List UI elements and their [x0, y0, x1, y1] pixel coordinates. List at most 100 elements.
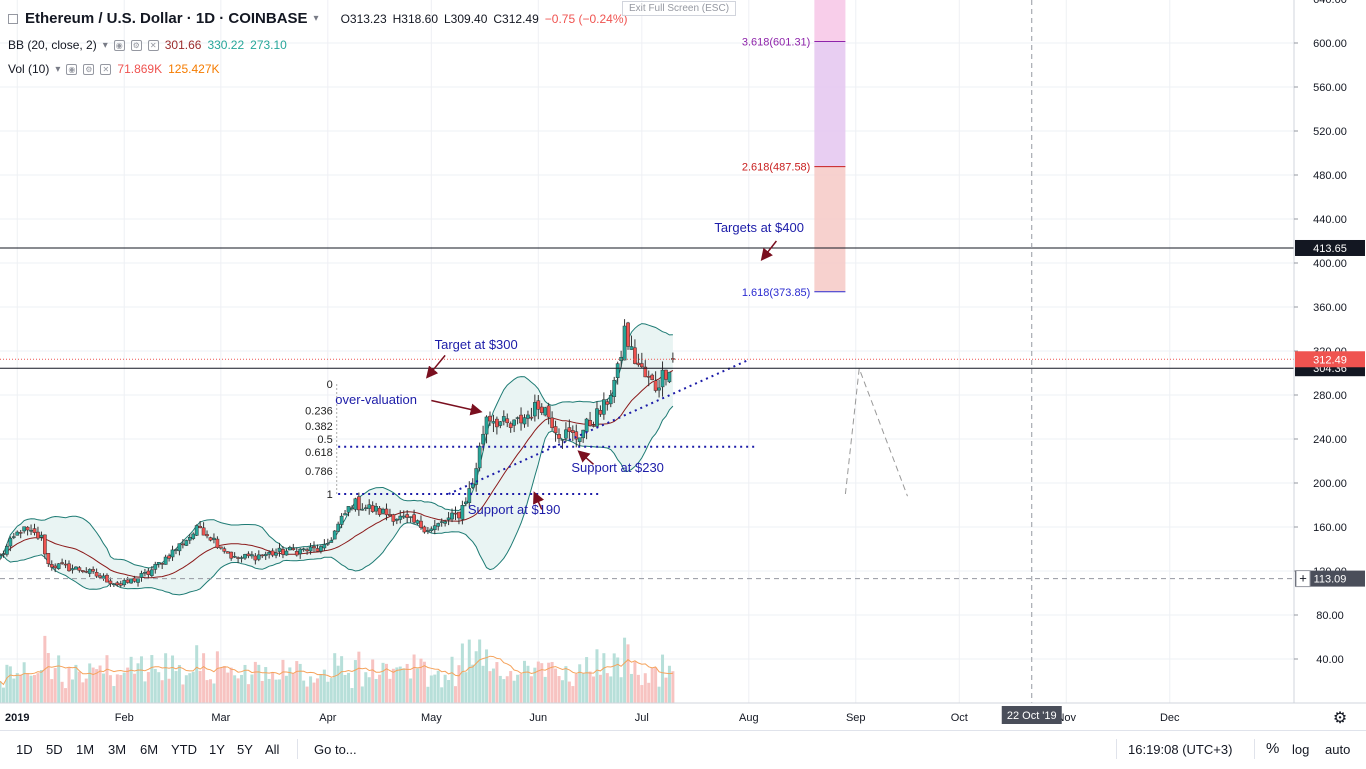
candle-body [367, 504, 372, 509]
candle [570, 425, 575, 442]
volume-bar [139, 656, 143, 703]
candle [84, 567, 89, 574]
volume-bar [529, 676, 533, 703]
timeframe-ytd[interactable]: YTD [171, 742, 197, 757]
goto-button[interactable]: Go to... [314, 742, 357, 757]
candle-body [319, 546, 323, 552]
candle [260, 554, 265, 559]
candle-body [612, 379, 617, 397]
price-axis-label: 560.00 [1313, 82, 1347, 94]
settings-icon[interactable]: ⚙ [83, 63, 95, 75]
collapse-icon[interactable] [8, 13, 18, 24]
chevron-down-icon[interactable]: ▾ [102, 39, 108, 51]
volume-bar [164, 653, 168, 703]
volume-bar [12, 678, 16, 703]
volume-bar [422, 661, 426, 703]
chart-settings-icon[interactable]: ⚙ [1333, 710, 1347, 727]
volume-bar [543, 676, 547, 703]
vol-label[interactable]: Vol (10) [8, 62, 50, 76]
candle [612, 376, 617, 404]
percent-scale-button[interactable]: % [1266, 740, 1280, 757]
clock-display[interactable]: 16:19:08 (UTC+3) [1128, 742, 1233, 757]
eye-icon[interactable]: ◉ [113, 39, 125, 51]
candle [11, 533, 16, 540]
candle-body [422, 526, 427, 533]
fib-extension-zone-middle [814, 41, 846, 167]
candle-body [484, 416, 489, 435]
auto-scale-button[interactable]: auto [1325, 742, 1351, 757]
volume-bar [371, 659, 375, 703]
volume-bar [647, 682, 651, 703]
candle [626, 321, 630, 350]
candle [657, 379, 661, 398]
candle [298, 547, 303, 559]
timeframe-3m[interactable]: 3M [108, 742, 127, 757]
volume-bar [457, 665, 461, 703]
candle-body [595, 408, 599, 427]
price-line-badge-bg [1295, 239, 1365, 256]
timeframe-1y[interactable]: 1Y [209, 742, 225, 757]
volume-bar [229, 667, 233, 703]
candle-body [408, 516, 413, 518]
volume-bar [295, 661, 299, 703]
volume-bar [357, 651, 361, 703]
close-icon[interactable]: ✕ [100, 63, 112, 75]
price-chart[interactable]: 1.618(373.85) 2.618(487.58) 3.618(601.31) 1… [0, 0, 1366, 730]
candle-body [657, 387, 661, 391]
crosshair-price-badge: 113.09 [1314, 574, 1347, 586]
candle-body [63, 563, 68, 566]
timeframe-5d[interactable]: 5D [46, 742, 63, 757]
candle [664, 369, 668, 386]
chevron-down-icon[interactable]: ▾ [55, 63, 61, 75]
candle [301, 547, 306, 552]
volume-bar [329, 678, 333, 703]
candle-body [512, 419, 516, 426]
volume-bar [57, 655, 61, 703]
candle-body [70, 568, 75, 571]
candle [277, 542, 282, 557]
candle-body [301, 548, 306, 551]
time-axis-label: Oct [951, 712, 968, 724]
volume-value: 71.869K [117, 62, 163, 76]
log-scale-button[interactable]: log [1292, 742, 1310, 757]
exit-fullscreen-hint[interactable]: Exit Full Screen (ESC) [622, 1, 737, 16]
candle [232, 552, 237, 558]
candle-body [101, 575, 106, 579]
candle-body [608, 395, 613, 405]
volume-bar [585, 657, 589, 703]
symbol-title[interactable]: Ethereum / U.S. Dollar · 1D · COINBASE [25, 10, 308, 27]
candle [350, 505, 354, 511]
timeframe-1m[interactable]: 1M [76, 742, 95, 757]
candle-body [381, 508, 385, 514]
candle [236, 556, 240, 564]
volume-bar [364, 672, 368, 703]
fib-retracement-label: 0.382 [305, 421, 333, 433]
candle [294, 547, 299, 557]
candle-body [450, 512, 454, 520]
trend-line [448, 358, 750, 495]
candle [463, 497, 468, 507]
support-190-note: Support at $190 [468, 502, 561, 517]
time-axis-label: Jul [635, 712, 649, 724]
settings-icon[interactable]: ⚙ [130, 39, 142, 51]
candle-body [11, 536, 16, 538]
close-icon[interactable]: ✕ [147, 39, 159, 51]
time-axis-label: Dec [1160, 712, 1180, 724]
eye-icon[interactable]: ◉ [66, 63, 78, 75]
timeframe-1d[interactable]: 1D [16, 742, 33, 757]
timeframe-6m[interactable]: 6M [140, 742, 159, 757]
candle [170, 545, 175, 561]
candle [401, 510, 406, 519]
candle-body [98, 575, 102, 578]
volume-bar [46, 653, 50, 703]
target-300-note: Target at $300 [435, 337, 518, 352]
chevron-down-icon[interactable]: ▾ [313, 13, 319, 24]
volume-bar [326, 681, 330, 703]
timeframe-5y[interactable]: 5Y [237, 742, 253, 757]
plus-icon[interactable] [1295, 570, 1311, 588]
volume-bar [29, 675, 33, 703]
volume-bar [236, 678, 240, 703]
bb-label[interactable]: BB (20, close, 2) [8, 38, 97, 52]
candle [143, 568, 147, 577]
timeframe-all[interactable]: All [265, 742, 280, 757]
